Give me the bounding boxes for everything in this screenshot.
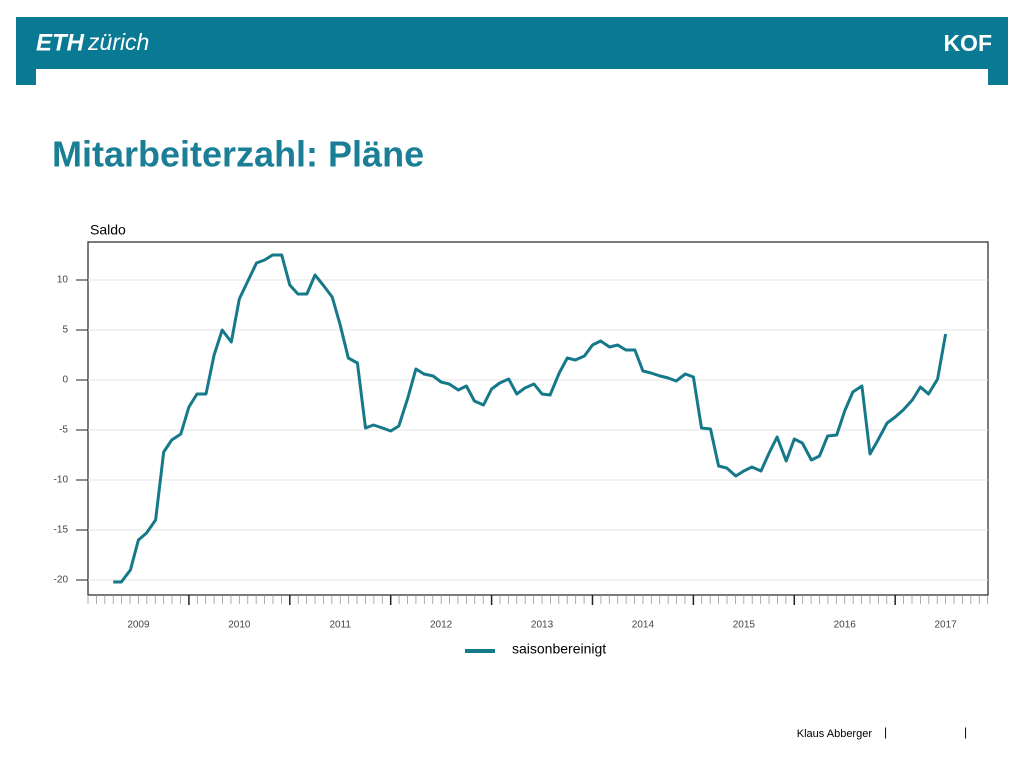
y-tick-label: -10 — [54, 475, 69, 486]
y-tick-label: -5 — [59, 425, 68, 436]
y-tick-label: -20 — [54, 575, 69, 586]
data-line — [113, 253, 948, 584]
header-leg — [16, 69, 36, 85]
slide-title: Mitarbeiterzahl: Pläne — [52, 134, 424, 175]
x-tick-label: 2015 — [733, 620, 756, 631]
y-tick-label: 5 — [62, 325, 68, 336]
header-leg — [988, 69, 1008, 85]
footer-separator: | — [884, 725, 887, 739]
y-tick-label: 10 — [57, 275, 69, 286]
x-tick-label: 2012 — [430, 620, 453, 631]
footer-author: Klaus Abberger — [797, 728, 873, 740]
logo-kof: KOF — [943, 30, 992, 56]
x-tick-label: 2011 — [329, 620, 351, 631]
y-axis-label: Saldo — [90, 222, 126, 238]
logo-eth: ETH — [36, 29, 85, 56]
x-tick-label: 2016 — [834, 620, 857, 631]
y-tick-label: 0 — [62, 375, 68, 386]
y-tick-label: -15 — [54, 525, 69, 536]
header-bar — [16, 17, 1008, 69]
x-tick-label: 2009 — [127, 620, 150, 631]
x-tick-label: 2010 — [228, 620, 251, 631]
logo-zurich: zürich — [87, 29, 149, 55]
x-tick-label: 2013 — [531, 620, 554, 631]
x-tick-label: 2017 — [934, 620, 957, 631]
footer-separator: | — [964, 725, 967, 739]
plot-frame — [87, 241, 989, 596]
x-tick-label: 2014 — [632, 620, 655, 631]
legend-label: saisonbereinigt — [512, 641, 606, 657]
